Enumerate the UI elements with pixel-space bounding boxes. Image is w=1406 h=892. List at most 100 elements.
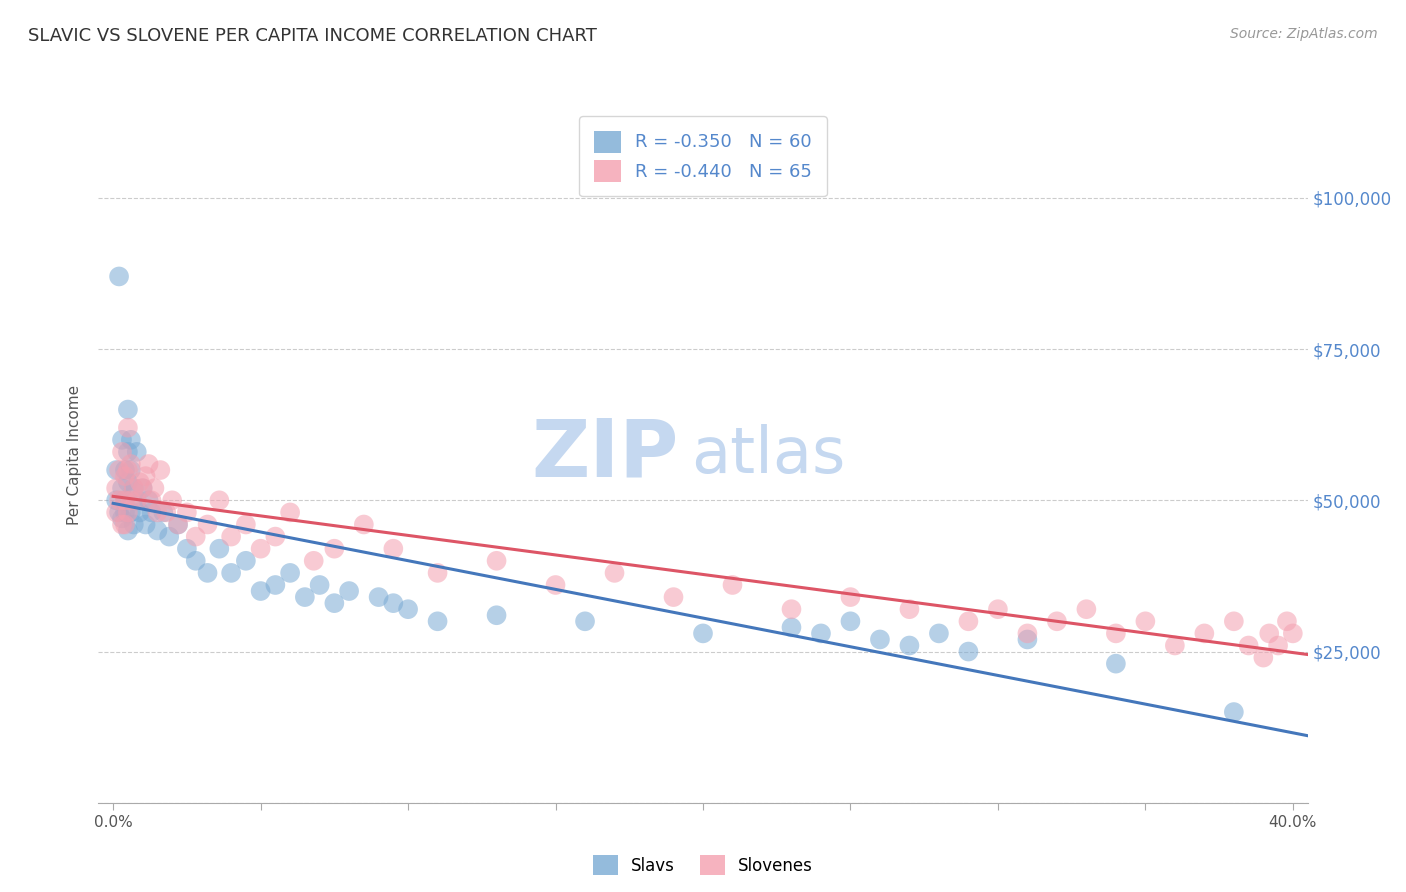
Point [294,590,316,604]
Point [120,493,142,508]
Point [1194,626,1216,640]
Point [197,517,219,532]
Point [1017,632,1039,647]
Point [1046,615,1069,629]
Point [111,445,134,459]
Point [138,493,160,508]
Point [120,463,142,477]
Point [485,554,508,568]
Point [308,578,330,592]
Text: Source: ZipAtlas.com: Source: ZipAtlas.com [1230,27,1378,41]
Point [122,481,145,495]
Point [184,554,207,568]
Point [898,602,921,616]
Point [1105,626,1128,640]
Point [382,541,405,556]
Point [149,463,172,477]
Point [235,517,257,532]
Point [114,517,136,532]
Point [1105,657,1128,671]
Point [1135,615,1157,629]
Point [143,481,166,495]
Point [278,505,301,519]
Point [1237,639,1260,653]
Point [105,481,128,495]
Point [367,590,389,604]
Point [184,530,207,544]
Point [105,493,128,508]
Point [125,493,148,508]
Point [957,615,980,629]
Point [721,578,744,592]
Point [426,615,449,629]
Point [135,469,157,483]
Point [120,433,142,447]
Point [898,639,921,653]
Point [987,602,1010,616]
Point [1253,650,1275,665]
Point [869,632,891,647]
Point [382,596,405,610]
Point [152,505,174,519]
Point [197,566,219,580]
Point [264,578,287,592]
Point [485,608,508,623]
Point [120,505,142,519]
Point [839,615,862,629]
Point [249,584,271,599]
Point [176,541,198,556]
Point [122,481,145,495]
Point [176,505,198,519]
Point [105,463,128,477]
Point [810,626,832,640]
Legend: Slavs, Slovenes: Slavs, Slovenes [585,847,821,884]
Point [839,590,862,604]
Point [1076,602,1098,616]
Point [219,530,242,544]
Point [235,554,257,568]
Point [264,530,287,544]
Point [122,517,145,532]
Point [219,566,242,580]
Point [1258,626,1281,640]
Point [146,505,169,519]
Point [141,505,163,519]
Point [167,517,190,532]
Point [117,524,139,538]
Point [114,493,136,508]
Point [278,566,301,580]
Point [114,469,136,483]
Point [108,269,131,284]
Point [128,505,150,519]
Point [1267,639,1289,653]
Point [302,554,325,568]
Point [114,493,136,508]
Point [1017,626,1039,640]
Legend: R = -0.350   N = 60, R = -0.440   N = 65: R = -0.350 N = 60, R = -0.440 N = 65 [579,116,827,196]
Text: SLAVIC VS SLOVENE PER CAPITA INCOME CORRELATION CHART: SLAVIC VS SLOVENE PER CAPITA INCOME CORR… [28,27,598,45]
Point [117,402,139,417]
Point [117,445,139,459]
Point [353,517,375,532]
Point [1223,705,1246,719]
Point [120,457,142,471]
Point [114,463,136,477]
Point [117,505,139,519]
Point [208,493,231,508]
Point [928,626,950,640]
Point [780,602,803,616]
Point [117,475,139,490]
Point [780,620,803,634]
Point [108,505,131,519]
Point [544,578,567,592]
Point [1223,615,1246,629]
Point [111,433,134,447]
Point [957,644,980,658]
Point [111,481,134,495]
Point [105,505,128,519]
Point [249,541,271,556]
Point [108,493,131,508]
Point [128,475,150,490]
Point [337,584,360,599]
Point [138,457,160,471]
